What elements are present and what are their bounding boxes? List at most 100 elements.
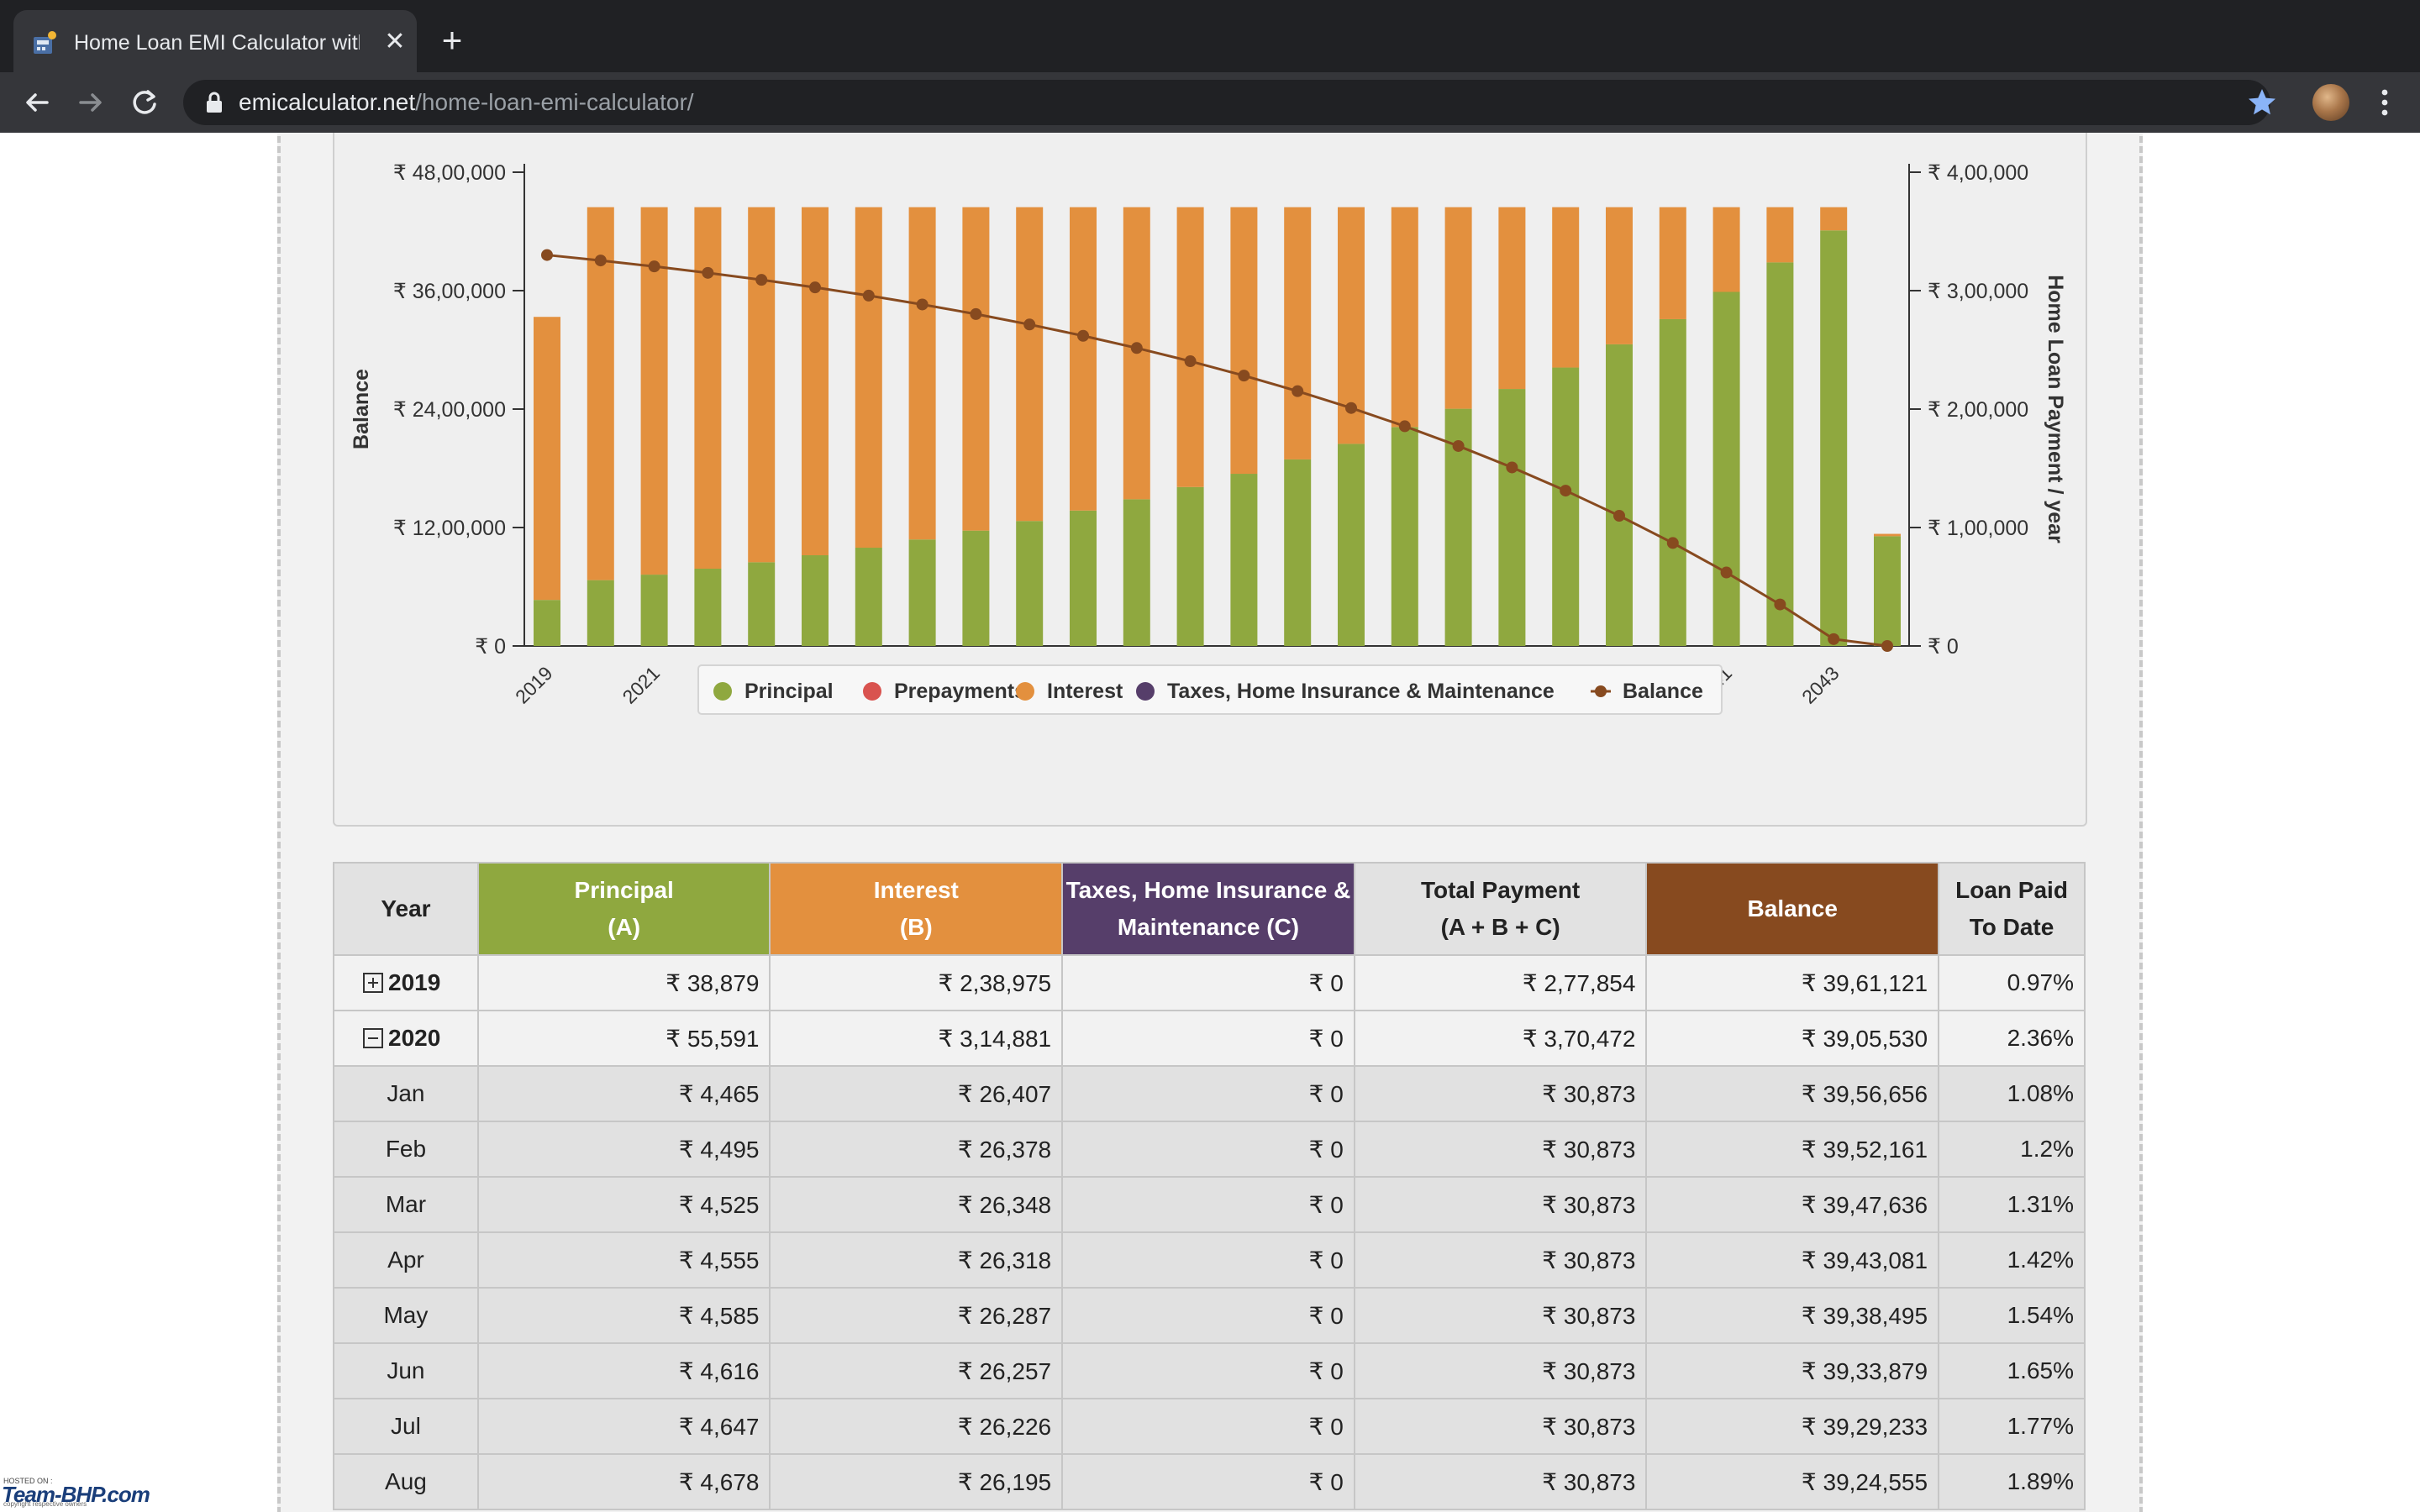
legend-item-label: Taxes, Home Insurance & Maintenance	[1167, 680, 1555, 703]
collapse-minus-icon[interactable]	[363, 1028, 383, 1048]
balance-point-2038	[1560, 485, 1572, 497]
total-cell: ₹ 30,873	[1353, 1287, 1648, 1344]
legend-item-label: Interest	[1047, 680, 1123, 703]
close-tab-icon[interactable]: ✕	[384, 28, 406, 55]
balance-point-2022	[702, 266, 714, 279]
bar-interest-2023	[748, 207, 776, 563]
expand-plus-icon[interactable]	[363, 973, 383, 993]
balance-point-2041	[1720, 566, 1733, 579]
total-cell: ₹ 30,873	[1353, 1121, 1648, 1178]
balance-point-2020	[594, 255, 607, 267]
bar-interest-2027	[962, 207, 990, 531]
taxes-cell: ₹ 0	[1061, 1231, 1355, 1289]
browser-tab-strip: Home Loan EMI Calculator with I ✕ +	[0, 0, 2420, 72]
watermark-main: Team-BHP.com	[2, 1482, 150, 1507]
new-tab-icon[interactable]: +	[441, 20, 463, 60]
header-principal: Principal (A)	[476, 862, 771, 956]
left-tick-label: ₹ 0	[475, 635, 506, 659]
interest-cell: ₹ 2,38,975	[769, 954, 1064, 1011]
bar-principal-2035	[1391, 427, 1418, 646]
balance-point-2031	[1184, 355, 1197, 368]
total-cell: ₹ 30,873	[1353, 1065, 1648, 1122]
taxes-cell: ₹ 0	[1061, 1065, 1355, 1122]
taxes-cell: ₹ 0	[1061, 1342, 1355, 1399]
legend-balance-marker-icon	[1595, 685, 1607, 697]
left-tick-label: ₹ 36,00,000	[393, 280, 506, 303]
taxes-cell: ₹ 0	[1061, 1453, 1355, 1510]
balance-point-2040	[1666, 537, 1679, 549]
balance-point-2036	[1452, 439, 1465, 452]
interest-cell: ₹ 3,14,881	[769, 1010, 1064, 1067]
paid-cell: 1.54%	[1938, 1287, 2086, 1344]
balance-point-2033	[1292, 385, 1304, 397]
bar-interest-2033	[1284, 207, 1312, 459]
balance-point-2044	[1881, 640, 1893, 652]
row-label-cell: Feb	[333, 1121, 479, 1178]
profile-avatar[interactable]	[2312, 84, 2349, 121]
row-label: Aug	[385, 1468, 427, 1494]
principal-cell: ₹ 4,585	[476, 1287, 771, 1344]
total-cell: ₹ 30,873	[1353, 1176, 1648, 1233]
balance-point-2032	[1238, 370, 1250, 382]
bar-principal-2042	[1766, 262, 1794, 646]
bar-principal-2027	[962, 530, 990, 646]
forward-arrow-icon[interactable]	[72, 84, 109, 121]
url-text[interactable]: emicalculator.net/home-loan-emi-calculat…	[239, 88, 694, 117]
bar-principal-2030	[1123, 499, 1150, 646]
interest-cell: ₹ 26,407	[769, 1065, 1064, 1122]
url-domain: emicalculator.net	[239, 89, 416, 115]
row-label-cell: Aug	[333, 1453, 479, 1510]
month-row: Feb ₹ 4,495 ₹ 26,378 ₹ 0 ₹ 30,873 ₹ 39,52,161…	[333, 1121, 2086, 1178]
header-loan-paid: Loan Paid To Date	[1938, 862, 2086, 956]
header-interest: Interest (B)	[769, 862, 1064, 956]
interest-cell: ₹ 26,378	[769, 1121, 1064, 1178]
principal-cell: ₹ 4,495	[476, 1121, 771, 1178]
bar-principal-2019	[534, 600, 560, 646]
row-label: Mar	[385, 1191, 427, 1217]
taxes-cell: ₹ 0	[1061, 1176, 1355, 1233]
balance-point-2035	[1398, 420, 1411, 433]
principal-cell: ₹ 38,879	[476, 954, 771, 1011]
row-label: May	[383, 1302, 429, 1328]
balance-point-2027	[970, 307, 982, 320]
address-bar[interactable]: emicalculator.net/home-loan-emi-calculat…	[183, 80, 2270, 125]
interest-cell: ₹ 26,287	[769, 1287, 1064, 1344]
balance-point-2021	[648, 260, 660, 273]
bar-interest-2036	[1444, 207, 1472, 409]
balance-point-2026	[916, 298, 929, 311]
reload-icon[interactable]	[126, 84, 163, 121]
left-tick-label: ₹ 24,00,000	[393, 398, 506, 422]
taxes-cell: ₹ 0	[1061, 1010, 1355, 1067]
right-tick-label: ₹ 3,00,000	[1928, 280, 2028, 303]
total-cell: ₹ 30,873	[1353, 1231, 1648, 1289]
bar-interest-2044	[1874, 533, 1901, 537]
browser-tab[interactable]: Home Loan EMI Calculator with I ✕	[13, 10, 417, 72]
lock-icon[interactable]	[205, 92, 224, 113]
bookmark-star-icon[interactable]	[2244, 84, 2281, 121]
bar-interest-2020	[587, 207, 614, 580]
x-tick-label: 2021	[618, 662, 665, 708]
total-cell: ₹ 30,873	[1353, 1342, 1648, 1399]
bar-principal-2025	[855, 547, 882, 646]
row-label-cell: Jun	[333, 1342, 479, 1399]
tab-title: Home Loan EMI Calculator with I	[74, 31, 360, 55]
year-row[interactable]: 2019 ₹ 38,879 ₹ 2,38,975 ₹ 0 ₹ 2,77,854 ₹ 39,…	[333, 954, 2086, 1011]
bar-principal-2039	[1606, 344, 1633, 646]
taxes-cell: ₹ 0	[1061, 1398, 1355, 1455]
principal-cell: ₹ 4,616	[476, 1342, 771, 1399]
url-path: /home-loan-emi-calculator/	[415, 89, 694, 115]
bar-interest-2039	[1606, 207, 1633, 344]
year-row[interactable]: 2020 ₹ 55,591 ₹ 3,14,881 ₹ 0 ₹ 3,70,472 ₹ 39,…	[333, 1010, 2086, 1067]
bar-interest-2043	[1820, 207, 1848, 231]
bar-interest-2028	[1016, 207, 1044, 522]
right-tick-label: ₹ 0	[1928, 635, 1959, 659]
balance-point-2029	[1077, 329, 1089, 342]
row-label: Jul	[391, 1413, 421, 1439]
watermark-sub: copyright respective owners	[3, 1500, 87, 1508]
row-label-cell[interactable]: 2019	[333, 954, 479, 1011]
bar-interest-2026	[908, 207, 936, 540]
balance-point-2039	[1613, 509, 1625, 522]
back-arrow-icon[interactable]	[18, 84, 55, 121]
more-menu-icon[interactable]	[2370, 84, 2400, 121]
row-label-cell[interactable]: 2020	[333, 1010, 479, 1067]
